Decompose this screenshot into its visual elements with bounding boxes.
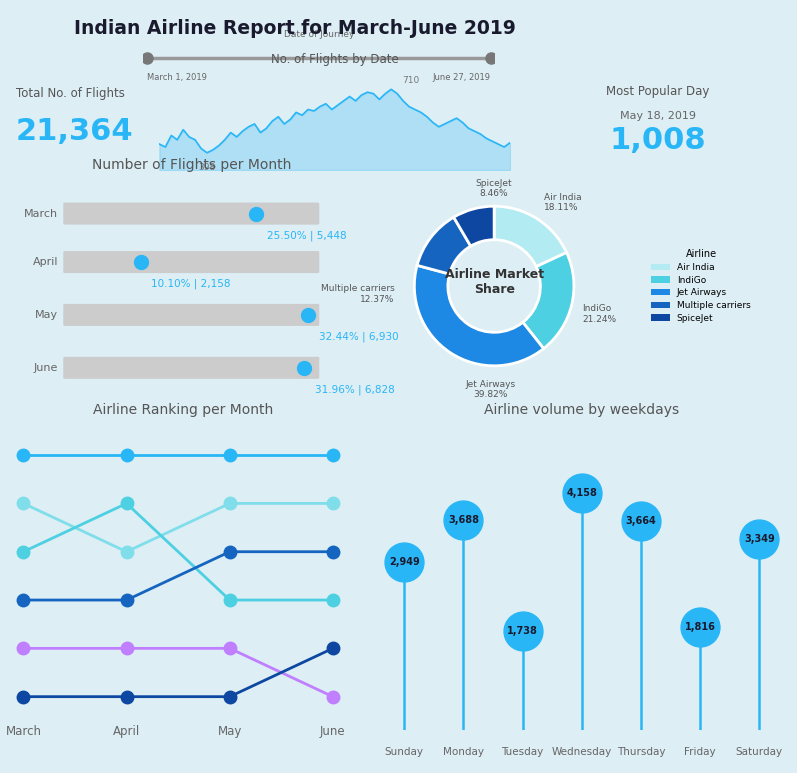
Text: IndiGo
21.24%: IndiGo 21.24% [582, 305, 616, 324]
Text: 25.50% | 5,448: 25.50% | 5,448 [267, 230, 346, 240]
Text: Total No. of Flights: Total No. of Flights [16, 87, 125, 100]
Text: April: April [113, 725, 140, 737]
Text: 2,949: 2,949 [389, 557, 419, 567]
Text: Airline Market
Share: Airline Market Share [445, 268, 544, 296]
Text: 32.44% | 6,930: 32.44% | 6,930 [319, 332, 398, 342]
Text: Multiple carriers
12.37%: Multiple carriers 12.37% [320, 284, 395, 304]
Text: 3,664: 3,664 [626, 516, 657, 526]
Text: June: June [320, 725, 346, 737]
FancyBboxPatch shape [63, 304, 320, 326]
Text: Airline volume by weekdays: Airline volume by weekdays [485, 403, 679, 417]
Text: Most Popular Day: Most Popular Day [606, 85, 709, 98]
Text: Indian Airline Report for March-June 2019: Indian Airline Report for March-June 201… [74, 19, 516, 39]
Text: Number of Flights per Month: Number of Flights per Month [92, 158, 291, 172]
Wedge shape [494, 206, 567, 267]
Text: May: May [35, 310, 58, 320]
FancyBboxPatch shape [63, 357, 320, 379]
Wedge shape [453, 206, 494, 246]
Text: SpiceJet
8.46%: SpiceJet 8.46% [476, 179, 512, 199]
Wedge shape [523, 253, 574, 349]
Text: Monday: Monday [443, 747, 484, 757]
Text: Saturday: Saturday [736, 747, 783, 757]
Text: 21,364: 21,364 [16, 117, 134, 146]
Text: Air India
18.11%: Air India 18.11% [544, 192, 581, 212]
Text: Thursday: Thursday [617, 747, 665, 757]
Text: June: June [33, 363, 58, 373]
Text: 31.96% | 6,828: 31.96% | 6,828 [315, 384, 395, 395]
Text: 4,158: 4,158 [567, 488, 597, 498]
FancyBboxPatch shape [63, 251, 320, 273]
Text: Tuesday: Tuesday [501, 747, 544, 757]
Wedge shape [414, 265, 544, 366]
Text: Friday: Friday [685, 747, 716, 757]
Text: 398: 398 [198, 163, 215, 172]
Text: May 18, 2019: May 18, 2019 [619, 111, 696, 121]
Text: Wednesday: Wednesday [552, 747, 612, 757]
Text: 3,688: 3,688 [448, 515, 479, 525]
Text: Sunday: Sunday [385, 747, 424, 757]
Text: 710: 710 [402, 76, 419, 85]
Text: March: March [24, 209, 58, 219]
Text: March: March [6, 725, 41, 737]
Text: 1,816: 1,816 [685, 621, 716, 632]
Text: 10.10% | 2,158: 10.10% | 2,158 [151, 278, 231, 289]
Text: 3,349: 3,349 [744, 534, 775, 544]
Legend: Air India, IndiGo, Jet Airways, Multiple carriers, SpiceJet: Air India, IndiGo, Jet Airways, Multiple… [648, 246, 754, 326]
Text: Date of Journey: Date of Journey [284, 29, 354, 39]
Text: 1,008: 1,008 [609, 125, 706, 155]
Text: April: April [33, 257, 58, 267]
FancyBboxPatch shape [63, 203, 320, 225]
Text: Jet Airways
39.82%: Jet Airways 39.82% [465, 380, 515, 400]
Text: May: May [218, 725, 242, 737]
Wedge shape [417, 217, 471, 274]
Text: No. of Flights by Date: No. of Flights by Date [271, 53, 398, 66]
Text: June 27, 2019: June 27, 2019 [433, 73, 491, 83]
Text: March 1, 2019: March 1, 2019 [147, 73, 207, 83]
Text: Airline Ranking per Month: Airline Ranking per Month [93, 403, 273, 417]
Text: 1,738: 1,738 [507, 626, 538, 636]
